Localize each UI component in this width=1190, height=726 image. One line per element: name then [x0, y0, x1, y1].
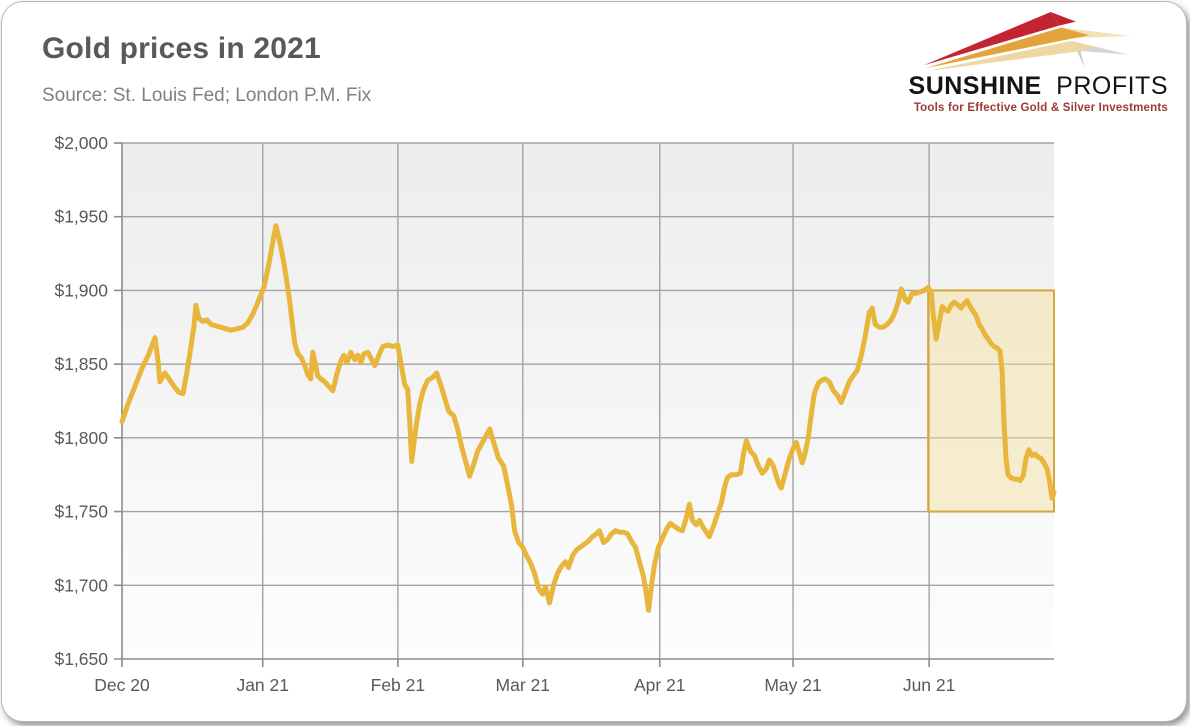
- logo-brand-secondary: PROFITS: [1056, 72, 1168, 100]
- june-highlight-region: [927, 289, 1055, 513]
- logo-spike-beige: [927, 41, 1077, 72]
- x-axis-label: Apr 21: [634, 675, 686, 695]
- x-axis-label: Feb 21: [371, 675, 425, 695]
- logo-spike-gold-tip: [1061, 27, 1090, 40]
- sunshine-profits-logo: SUNSHINE PROFITS Tools for Effective Gol…: [908, 10, 1168, 114]
- logo-spike-gold: [925, 27, 1070, 69]
- gold-price-line: [119, 223, 1057, 613]
- logo-spike-beige-tip: [1071, 41, 1096, 52]
- y-axis-label: $1,900: [54, 280, 108, 300]
- y-axis-label: $1,950: [54, 207, 108, 227]
- source-note: Source: St. Louis Fed; London P.M. Fix: [42, 85, 372, 106]
- y-axis-label: $1,800: [54, 428, 108, 448]
- y-axis-label: $1,750: [54, 502, 108, 522]
- x-axis-label: May 21: [764, 675, 821, 695]
- logo-spike-red-tip: [1050, 11, 1076, 26]
- plot-background: [122, 143, 1054, 659]
- logo-spikes-icon: [923, 11, 1132, 72]
- logo-wordmark: SUNSHINE PROFITS: [908, 72, 1168, 101]
- logo-shadow-gray-streak: [1072, 41, 1129, 55]
- y-axis-label: $1,850: [54, 354, 108, 374]
- x-axis-label: Mar 21: [496, 675, 550, 695]
- y-axis-label: $1,650: [54, 649, 108, 669]
- x-axis-label: Dec 20: [94, 675, 150, 695]
- y-axis-label: $2,000: [54, 133, 108, 153]
- logo-tagline: Tools for Effective Gold & Silver Invest…: [913, 102, 1168, 114]
- page-title: Gold prices in 2021: [42, 32, 321, 65]
- x-axis-label: Jan 21: [236, 675, 289, 695]
- logo-spike-red: [923, 11, 1060, 66]
- logo-brand-primary: SUNSHINE: [908, 72, 1042, 100]
- x-axis-label: Jun 21: [903, 675, 956, 695]
- y-axis-label: $1,700: [54, 575, 108, 595]
